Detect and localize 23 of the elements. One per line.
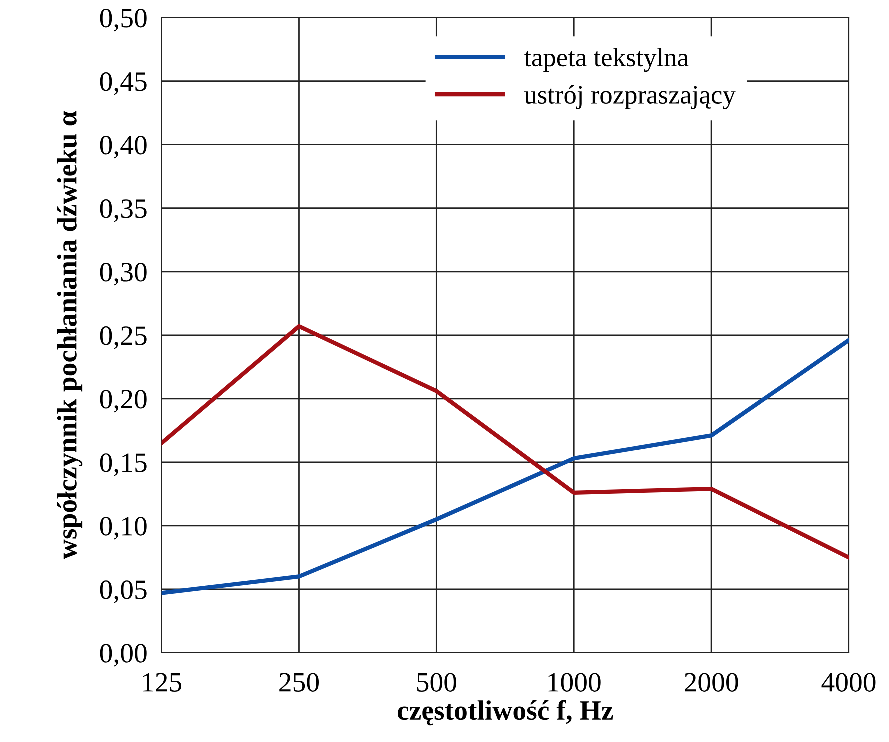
y-tick-label: 0,20 xyxy=(100,390,147,413)
y-tick-label: 0,30 xyxy=(100,263,147,286)
y-tick-label: 0,45 xyxy=(100,72,147,96)
x-tick-label: 125 xyxy=(143,673,182,692)
x-tick-label: 500 xyxy=(417,673,456,692)
y-tick-label: 0,50 xyxy=(100,8,147,32)
x-axis-title: częstotliwość f, Hz xyxy=(398,700,614,726)
y-tick-label: 0,15 xyxy=(100,454,147,476)
y-tick-label: 0,25 xyxy=(100,326,147,350)
x-tick-label: 250 xyxy=(280,673,320,692)
y-tick-label: 0,00 xyxy=(100,644,147,667)
line-series xyxy=(162,338,849,596)
legend-label: ustrój rozpraszający xyxy=(524,85,736,110)
y-tick-label: 0,40 xyxy=(100,136,147,159)
x-tick-label: 1000 xyxy=(548,673,601,692)
y-tick-label: 0,10 xyxy=(100,517,147,540)
x-tick-label: 4000 xyxy=(822,673,876,692)
y-tick-label: 0,05 xyxy=(100,580,147,604)
y-axis-title: współczynnik pochłaniania dźwieku α xyxy=(57,111,83,560)
y-tick-label: 0,35 xyxy=(100,200,147,222)
x-tick-label: 2000 xyxy=(684,673,738,692)
legend-label: tapeta tekstylna xyxy=(524,48,689,72)
line-series xyxy=(162,324,849,560)
